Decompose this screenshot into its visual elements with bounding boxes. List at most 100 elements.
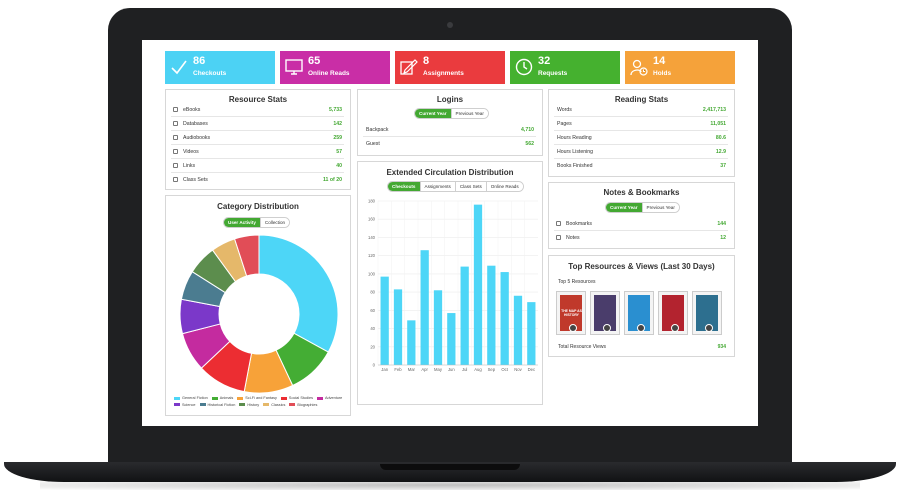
panel-title: Top Resources & Views (Last 30 Days) <box>568 262 715 271</box>
cover-title: THE MAP AS HISTORY <box>561 309 582 317</box>
row-label: Videos <box>183 149 199 155</box>
legend-item[interactable]: Sci-Fi and Fantasy <box>237 395 277 402</box>
panel-title: Logins <box>436 95 464 104</box>
row-value: 37 <box>720 163 726 169</box>
bar[interactable] <box>487 265 496 365</box>
toggle-current-year[interactable]: Current Year <box>415 109 451 118</box>
list-item: Notes 12 <box>554 231 728 245</box>
play-icon <box>173 149 178 154</box>
row-label: Audiobooks <box>183 135 211 141</box>
legend-item[interactable]: Adventure <box>316 395 342 402</box>
tab-checkouts[interactable]: Checkouts <box>388 182 420 191</box>
legend-label: Biographies <box>297 402 318 407</box>
stat-card-online-reads[interactable]: 65 Online Reads <box>280 51 390 84</box>
pencil-paper-icon <box>400 59 418 75</box>
legend-label: Science <box>182 402 196 407</box>
toggle-current-year[interactable]: Current Year <box>606 203 642 212</box>
legend-label: Historical Fiction <box>207 402 236 407</box>
list-item: Videos 57 <box>171 145 344 159</box>
legend-item[interactable]: Classics <box>263 402 285 409</box>
laptop-notch <box>380 464 520 470</box>
legend-label: Animals <box>219 396 234 400</box>
legend-item[interactable]: Historical Fiction <box>199 402 236 409</box>
reading-stats-panel: Reading Stats Words 2,417,713 Pages 11,051… <box>548 89 735 177</box>
row-label: Hours Listening <box>557 149 594 155</box>
tab-online-reads[interactable]: Online Reads <box>485 182 523 191</box>
resource-cover-4[interactable] <box>658 291 688 335</box>
row-label: Guest <box>366 141 380 147</box>
pie-slice[interactable] <box>258 234 339 353</box>
stat-card-holds[interactable]: 14 Holds <box>625 51 735 84</box>
bar[interactable] <box>420 250 429 365</box>
toggle-previous-year[interactable]: Previous Year <box>450 109 488 118</box>
row-label: Words <box>557 107 572 113</box>
donut-chart <box>179 234 339 394</box>
headphones-icon <box>173 135 178 140</box>
x-tick-label: Nov <box>514 367 522 372</box>
x-tick-label: Jan <box>381 367 388 372</box>
legend-swatch <box>211 396 218 400</box>
legend-swatch <box>316 396 323 400</box>
bar[interactable] <box>393 289 403 365</box>
resource-cover-2[interactable] <box>590 291 620 335</box>
stat-card-assignments[interactable]: 8 Assignments <box>395 51 505 84</box>
x-tick-label: Jun <box>448 367 455 372</box>
bar[interactable] <box>527 302 536 365</box>
bar[interactable] <box>407 320 416 365</box>
legend-item[interactable]: History <box>239 402 259 409</box>
bar[interactable] <box>513 295 523 365</box>
bar[interactable] <box>433 290 443 365</box>
y-tick-label: 60 <box>370 308 375 313</box>
user-clock-icon <box>630 59 648 76</box>
list-item: Databases 142 <box>171 117 344 131</box>
database-icon <box>173 121 178 126</box>
row-value: 5,733 <box>329 107 342 113</box>
stat-number: 86 <box>193 55 206 67</box>
stat-card-checkouts[interactable]: 86 Checkouts <box>165 51 275 84</box>
resource-cover-1[interactable]: THE MAP AS HISTORY <box>556 291 586 335</box>
list-item: Audiobooks 259 <box>171 131 344 145</box>
x-tick-label: Apr <box>421 367 428 372</box>
legend-item[interactable]: Science <box>174 402 196 409</box>
list-item: Hours Listening 12.9 <box>554 145 728 159</box>
pie-slice[interactable] <box>233 234 260 277</box>
cover-image <box>594 295 616 331</box>
stat-label: Checkouts <box>193 70 227 77</box>
toggle-user-activity[interactable]: User Activity <box>224 218 260 227</box>
row-label: Bookmarks <box>566 221 592 227</box>
bar[interactable] <box>500 272 509 365</box>
legend-item[interactable]: Biographies <box>289 402 317 409</box>
tab-class-sets[interactable]: Class Sets <box>454 182 486 191</box>
toggle-previous-year[interactable]: Previous Year <box>641 203 679 212</box>
resource-cover-3[interactable] <box>624 291 654 335</box>
legend-item[interactable]: Social Studies <box>280 395 313 402</box>
resource-stats-panel: Resource Stats eBooks 5,733 Databases 142 … <box>165 89 351 190</box>
tab-assignments[interactable]: Assignments <box>419 182 455 191</box>
panel-title: Resource Stats <box>228 95 288 104</box>
bar[interactable] <box>447 313 456 365</box>
y-tick-label: 40 <box>370 326 375 331</box>
legend-item[interactable]: General Fiction <box>174 395 208 402</box>
list-item: Guest 562 <box>363 137 536 151</box>
x-tick-label: Mar <box>408 367 416 372</box>
bar[interactable] <box>460 266 469 365</box>
cover-image <box>662 295 684 331</box>
bar[interactable] <box>380 276 389 365</box>
row-value: 12 <box>720 235 726 241</box>
row-value: 12.9 <box>715 149 726 155</box>
resource-cover-5[interactable] <box>692 291 722 335</box>
list-item: Pages 11,051 <box>554 117 728 131</box>
bar[interactable] <box>473 204 483 365</box>
ebook-icon <box>603 324 611 332</box>
monitor-icon <box>285 59 303 75</box>
ebook-icon <box>671 324 679 332</box>
x-tick-label: May <box>434 367 443 372</box>
chart-legend: General Fiction Animals Sci-Fi and Fantasy… <box>174 395 350 408</box>
laptop-shadow <box>40 480 860 490</box>
legend-item[interactable]: Animals <box>211 395 234 402</box>
toggle-collection[interactable]: Collection <box>259 218 290 227</box>
panel-title: Notes & Bookmarks <box>603 188 680 197</box>
check-icon <box>171 60 187 75</box>
y-tick-label: 140 <box>368 235 376 240</box>
stat-card-requests[interactable]: 32 Requests <box>510 51 620 84</box>
